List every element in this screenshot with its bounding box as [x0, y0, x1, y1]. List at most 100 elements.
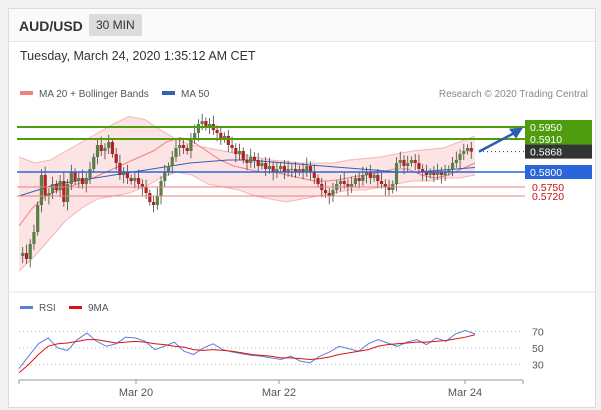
main-plot — [9, 113, 595, 293]
timeframe-badge[interactable]: 30 MIN — [89, 14, 142, 36]
candle-body — [144, 187, 148, 193]
candle-body — [125, 172, 129, 178]
candle-body — [51, 184, 55, 193]
ma20-swatch — [20, 91, 33, 95]
candle-body — [129, 178, 133, 181]
resistance-label: 0.5950 — [530, 122, 562, 134]
ma20-legend-label: MA 20 + Bollinger Bands — [39, 89, 149, 100]
candle-body — [65, 184, 70, 202]
candle-body — [432, 172, 436, 175]
candle-body — [32, 232, 36, 244]
candle-body — [421, 169, 425, 172]
rsi-panel: RSI 9MA 70 50 30 — [18, 303, 544, 374]
candle-body — [357, 178, 361, 181]
candle-body — [249, 157, 253, 163]
bollinger-lower-line — [18, 171, 476, 272]
candle-body — [84, 178, 88, 184]
candle-body — [200, 121, 204, 124]
candle-body — [282, 166, 286, 172]
candle-body — [271, 166, 275, 172]
candle-body — [305, 166, 309, 172]
candle-body — [368, 172, 372, 178]
candle-body — [36, 205, 40, 232]
candle-body — [92, 157, 96, 169]
candle-body — [103, 148, 107, 151]
candle-body — [252, 157, 257, 160]
nine-ma-swatch — [69, 306, 82, 309]
candle-body — [193, 133, 197, 139]
candle-body — [454, 160, 458, 163]
candle-body — [222, 136, 227, 139]
candle-body — [406, 163, 410, 166]
resistance-label: 0.5910 — [530, 134, 562, 146]
candle-body — [331, 190, 335, 196]
candle-body — [58, 181, 62, 190]
candle-body — [350, 184, 354, 187]
candle-body — [413, 160, 417, 163]
candle-body — [77, 178, 81, 181]
candle-body — [234, 148, 238, 154]
candle-body — [118, 163, 122, 175]
candle-body — [170, 157, 174, 166]
x-tick-label: Mar 20 — [119, 387, 153, 399]
candle-body — [237, 151, 242, 154]
candle-body — [185, 148, 189, 151]
candle-body — [361, 175, 365, 181]
candle-body — [458, 154, 462, 160]
candle-body — [226, 136, 230, 145]
candle-body — [260, 163, 264, 166]
price-chart: MA 20 + Bollinger Bands MA 50 Research ©… — [9, 89, 595, 399]
nine-ma-line — [18, 334, 476, 374]
candle-body — [47, 193, 51, 196]
candle-body — [428, 172, 432, 175]
candle-body — [163, 172, 167, 181]
candle-body — [174, 148, 178, 157]
candle-body — [256, 160, 260, 166]
candle-body — [43, 175, 47, 196]
current-price-label: 0.5868 — [530, 147, 562, 159]
candle-body — [290, 169, 294, 170]
candle-body — [342, 181, 346, 184]
candle-body — [39, 175, 44, 205]
resistance-tag — [525, 120, 592, 134]
rsi-tick-label: 70 — [532, 326, 544, 338]
candle-body — [230, 145, 234, 148]
candle-body — [264, 163, 268, 169]
candle-body — [196, 124, 201, 133]
candle-body — [409, 160, 414, 163]
candle-body — [148, 193, 152, 202]
candle-body — [436, 172, 440, 175]
rsi-tick-label: 30 — [532, 359, 544, 371]
candle-body — [208, 124, 212, 127]
forecast-arrow-head — [509, 127, 523, 139]
symbol-title: AUD/USD — [19, 18, 83, 34]
candle-body — [73, 172, 77, 181]
current-price-tag — [525, 144, 592, 159]
candle-body — [462, 151, 466, 154]
candle-body — [301, 169, 305, 172]
candle-body — [275, 169, 279, 172]
support-label: 0.5750 — [532, 182, 564, 194]
candle-body — [80, 178, 85, 184]
candle-body — [316, 178, 320, 184]
candle-body — [122, 172, 126, 175]
candle-body — [346, 184, 350, 187]
candle-body — [439, 172, 443, 175]
rsi-line — [18, 330, 476, 369]
candle-body — [28, 244, 32, 259]
rsi-legend-label: RSI — [39, 303, 56, 314]
main-legend: MA 20 + Bollinger Bands MA 50 Research ©… — [20, 89, 588, 100]
candle-body — [450, 163, 455, 169]
candle-body — [312, 172, 316, 178]
candle-body — [469, 148, 473, 152]
candle-body — [189, 139, 193, 151]
candle-body — [286, 169, 290, 172]
research-credit: Research © 2020 Trading Central — [439, 89, 588, 100]
candle-body — [387, 187, 391, 190]
candle-body — [424, 172, 429, 175]
candle-body — [267, 166, 272, 169]
rsi-tick-label: 50 — [532, 343, 544, 355]
candle-body — [21, 253, 25, 256]
candle-body — [155, 196, 159, 205]
pivot-tag — [525, 165, 592, 179]
